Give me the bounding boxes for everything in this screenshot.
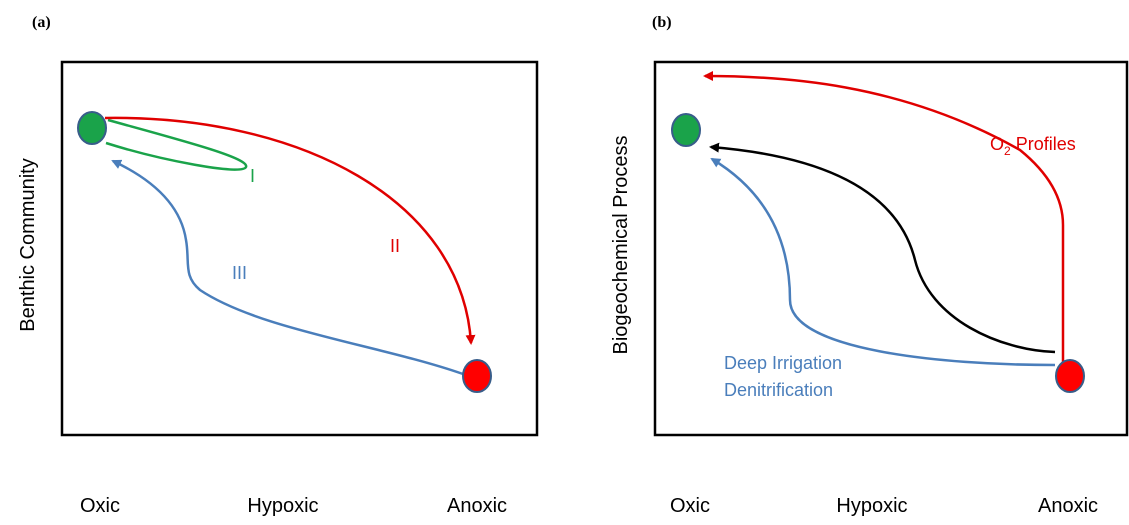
curve-label: I [250, 166, 255, 186]
y-axis-label: Benthic Community [17, 158, 39, 331]
panel-label: (a) [32, 14, 51, 31]
curve-label: III [232, 263, 247, 283]
o2-curve [703, 71, 1065, 362]
curve-label: II [390, 236, 400, 256]
oxic-node [671, 113, 701, 147]
panel-frame [60, 60, 539, 437]
x-axis-label: Anoxic [1038, 495, 1098, 517]
y-axis-label: Biogeochemical Process [610, 136, 632, 355]
x-axis-label: Hypoxic [836, 495, 907, 517]
blue-label: Denitrification [724, 380, 833, 400]
x-axis-label: Anoxic [447, 495, 507, 517]
blue-curve [710, 157, 1056, 367]
oxic-node [77, 111, 107, 145]
x-axis-label: Oxic [670, 495, 710, 517]
black-curve [709, 142, 1056, 354]
curve-i [105, 118, 248, 171]
x-axis-label: Oxic [80, 495, 120, 517]
panel-b: (b) Biogeochemical Process O2 Profiles D… [610, 14, 1129, 517]
panel-frame [653, 60, 1129, 437]
blue-label: Deep Irrigation [724, 353, 842, 373]
x-axis-label: Hypoxic [247, 495, 318, 517]
panel-label: (b) [652, 14, 672, 31]
o2-label: O2 Profiles [990, 134, 1076, 158]
panel-a: (a) Benthic Community I II III Oxic Hypo… [17, 14, 539, 517]
curve-iii [111, 159, 464, 376]
curve-ii [104, 116, 476, 345]
anoxic-node [462, 359, 492, 393]
anoxic-node [1055, 359, 1085, 393]
